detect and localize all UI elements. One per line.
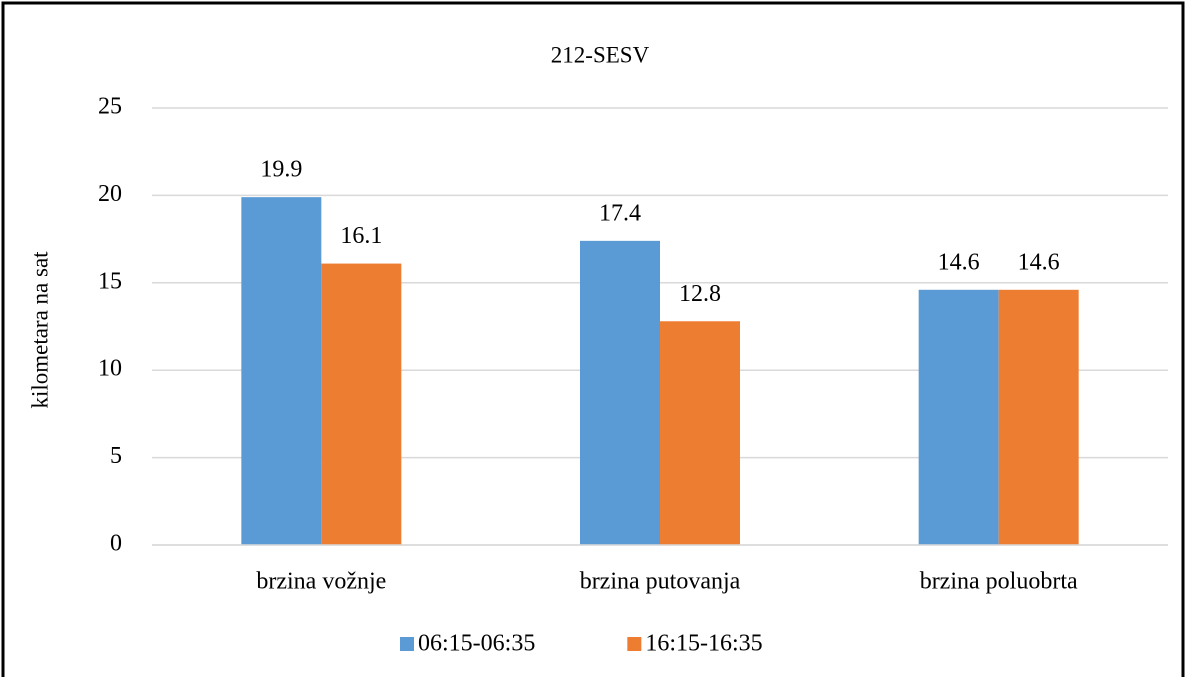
x-tick-label: brzina poluobrta — [920, 569, 1078, 595]
data-label: 17.4 — [599, 200, 641, 226]
legend-swatch — [400, 637, 414, 651]
data-label: 14.6 — [1018, 249, 1060, 275]
legend-swatch — [627, 637, 642, 651]
bar — [660, 321, 740, 545]
chart-title: 212-SESV — [551, 42, 650, 67]
y-tick-label: 10 — [98, 356, 122, 382]
y-axis-label: kilometara na sat — [27, 251, 52, 409]
x-tick-label: brzina vožnje — [256, 569, 386, 595]
bar — [241, 197, 322, 545]
y-tick-label: 15 — [98, 268, 122, 294]
bar — [998, 289, 1079, 545]
legend-label: 06:15-06:35 — [418, 631, 535, 657]
y-tick-label: 25 — [98, 94, 122, 120]
bar — [918, 289, 999, 545]
data-label: 14.6 — [938, 249, 980, 275]
x-tick-label: brzina putovanja — [580, 569, 741, 595]
bar — [580, 240, 660, 545]
data-label: 12.8 — [679, 281, 721, 307]
data-label: 19.9 — [260, 157, 302, 183]
bar — [321, 263, 402, 545]
y-tick-label: 0 — [110, 531, 122, 557]
y-tick-label: 5 — [110, 443, 122, 469]
data-label: 16.1 — [340, 223, 382, 249]
legend-label: 16:15-16:35 — [645, 631, 762, 657]
y-tick-label: 20 — [98, 181, 122, 207]
